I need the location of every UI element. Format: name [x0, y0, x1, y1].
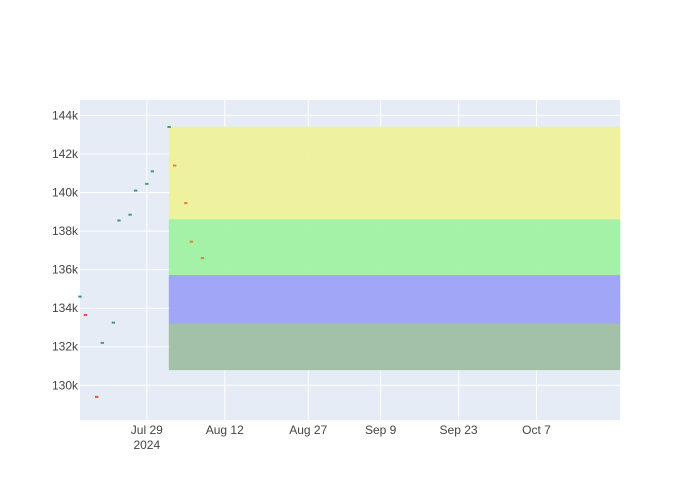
y-tick-label: 140k: [52, 186, 79, 200]
y-tick-label: 138k: [52, 224, 79, 238]
y-axis-ticks: 130k 132k 134k 136k 138k 140k 142k 144k: [52, 108, 79, 392]
ohlc-bars: [78, 125, 205, 398]
y-tick-label: 144k: [52, 108, 79, 122]
range-band: [168, 323, 621, 371]
x-tick-year-label: 2024: [133, 438, 160, 452]
range-band: [168, 219, 621, 276]
x-tick-label: Sep 23: [440, 423, 478, 437]
x-tick-label: Aug 12: [206, 423, 244, 437]
x-tick-label: Aug 27: [289, 423, 327, 437]
y-tick-label: 136k: [52, 263, 79, 277]
y-tick-label: 134k: [52, 301, 79, 315]
y-tick-label: 132k: [52, 340, 79, 354]
range-bands: [168, 126, 621, 371]
x-tick-label: Sep 9: [365, 423, 397, 437]
y-tick-label: 142k: [52, 147, 79, 161]
y-tick-label: 130k: [52, 378, 79, 392]
x-tick-label: Jul 29: [131, 423, 163, 437]
range-band: [168, 275, 621, 324]
x-tick-label: Oct 7: [522, 423, 551, 437]
range-band: [168, 126, 621, 220]
